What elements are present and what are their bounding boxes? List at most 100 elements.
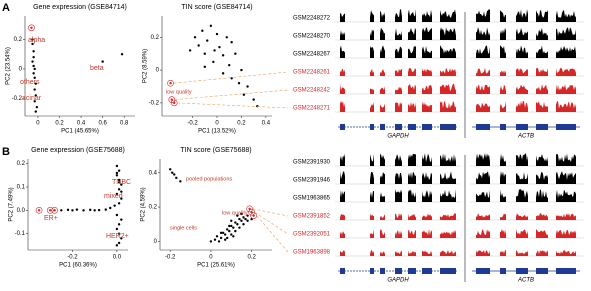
sample-label: GSM2391852 <box>293 214 331 220</box>
point <box>120 218 123 221</box>
point <box>228 63 231 67</box>
connector <box>173 71 289 84</box>
y-tick-label: 0.2 <box>151 35 160 41</box>
point <box>236 223 239 226</box>
point <box>32 50 35 53</box>
point <box>215 235 219 238</box>
x-tick-label: 0.0 <box>113 255 122 261</box>
point <box>34 94 37 97</box>
annotation: low quality <box>166 89 192 95</box>
point <box>71 209 74 212</box>
coverage <box>476 83 576 94</box>
point <box>60 209 63 212</box>
x-tick-label: 0 <box>209 255 213 261</box>
point <box>203 65 206 69</box>
x-tick-label: 0.2 <box>237 121 246 127</box>
point <box>115 227 119 231</box>
coverage <box>476 153 576 166</box>
point <box>109 206 112 210</box>
connector <box>256 215 289 253</box>
point <box>226 228 229 231</box>
point <box>37 209 41 212</box>
coverage <box>340 45 456 58</box>
point <box>168 168 172 171</box>
exon <box>440 268 456 274</box>
gene-label: GAPDH <box>387 134 409 140</box>
point <box>238 217 241 221</box>
highlight-ring <box>51 207 58 214</box>
point <box>234 221 237 224</box>
point <box>120 183 123 186</box>
y-tick-label: 0.1 <box>17 185 26 191</box>
exon <box>516 268 528 274</box>
point <box>120 237 123 240</box>
exon <box>395 124 402 130</box>
point <box>117 223 121 226</box>
point <box>34 82 37 85</box>
point <box>246 219 249 223</box>
point <box>242 223 245 226</box>
connector <box>252 208 289 217</box>
point <box>115 192 119 196</box>
point <box>246 85 249 88</box>
point <box>203 52 206 55</box>
point <box>173 173 176 176</box>
point <box>213 49 216 52</box>
coverage <box>476 250 576 256</box>
exon <box>476 124 490 130</box>
y-tick-label: 0.4 <box>149 170 158 176</box>
point <box>213 238 217 241</box>
point <box>169 82 172 85</box>
highlight-ring <box>46 207 54 214</box>
exon <box>422 124 432 130</box>
exon <box>340 124 345 130</box>
annotation: acinar <box>22 95 42 102</box>
coverage <box>340 9 456 22</box>
exon <box>500 124 506 130</box>
point <box>173 101 176 105</box>
coverage <box>340 67 456 76</box>
annotation: alpha <box>28 37 45 44</box>
point <box>221 54 225 57</box>
x-tick-label: 0.2 <box>247 255 256 261</box>
point <box>252 214 255 217</box>
sample-label: GSM2391930 <box>293 160 331 166</box>
point <box>35 105 39 109</box>
point <box>193 36 197 39</box>
y-axis-label: PC2 (23.54%) <box>6 47 12 85</box>
point <box>33 88 36 91</box>
point <box>228 229 231 233</box>
y-tick-label: 0 <box>154 239 158 245</box>
x-axis-label: PC1 (13.52%) <box>198 129 236 135</box>
point <box>179 180 182 183</box>
exon <box>370 268 374 274</box>
exon <box>408 268 416 274</box>
sample-label: GSM2248271 <box>293 106 331 112</box>
highlight-ring <box>35 207 43 214</box>
chart-title: TIN score (GSE75688) <box>180 147 251 154</box>
point <box>115 213 119 217</box>
point <box>221 231 225 235</box>
point <box>115 244 119 247</box>
point <box>232 235 235 238</box>
point <box>115 171 119 175</box>
exon <box>516 124 528 130</box>
sample-label: GSM2248270 <box>293 34 331 40</box>
annotation: low quality <box>222 210 248 216</box>
point <box>66 208 70 212</box>
y-axis-label: PC2 (4.59%) <box>141 187 147 221</box>
point <box>104 208 107 211</box>
exon <box>440 124 456 130</box>
y-tick-label: 0.2 <box>14 37 23 43</box>
coverage <box>340 250 456 256</box>
point <box>234 52 237 55</box>
sample-label: GSM1963865 <box>293 196 331 202</box>
point <box>242 93 246 96</box>
point <box>115 164 119 168</box>
coverage <box>476 213 576 220</box>
point <box>212 60 215 64</box>
point <box>31 38 34 41</box>
coverage <box>476 45 576 58</box>
coverage <box>476 67 576 76</box>
connector <box>177 102 289 109</box>
